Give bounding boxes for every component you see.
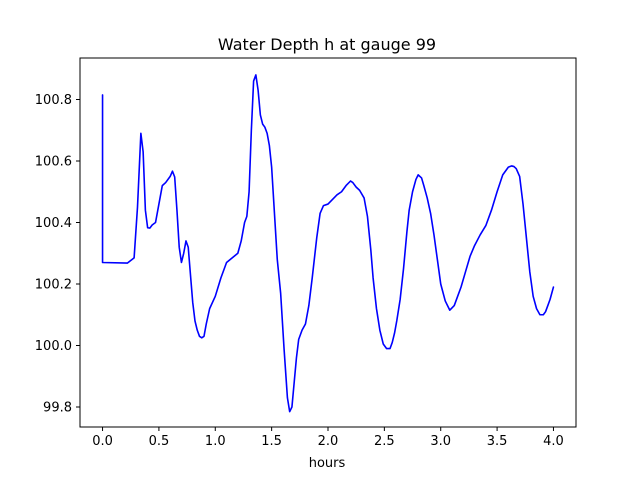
chart-title: Water Depth h at gauge 99	[218, 35, 436, 54]
x-tick-label: 0.5	[149, 434, 170, 449]
y-tick-label: 100.2	[35, 278, 72, 293]
x-tick-label: 3.0	[430, 434, 451, 449]
x-axis-label: hours	[309, 456, 346, 471]
plot-area: 0.0 0.5 1.0 1.5 2.0 2.5 3.0 3.5 4.0 99.8 100.0 100.…	[35, 57, 577, 449]
x-tick-label: 1.5	[261, 434, 282, 449]
x-tick-label: 0.0	[92, 434, 113, 449]
series-line-1	[101, 74, 555, 413]
y-tick-label: 100.4	[35, 216, 72, 231]
y-tick-label: 99.8	[43, 401, 72, 416]
y-tick-label: 100.6	[35, 155, 72, 170]
y-tick-label: 100.8	[35, 93, 72, 108]
x-tick-label: 1.0	[205, 434, 226, 449]
x-tick-label: 3.5	[487, 434, 508, 449]
x-tick-label: 2.0	[318, 434, 339, 449]
x-tick-label: 2.5	[374, 434, 395, 449]
x-tick-label: 4.0	[543, 434, 564, 449]
y-tick-label: 100.0	[35, 339, 72, 354]
